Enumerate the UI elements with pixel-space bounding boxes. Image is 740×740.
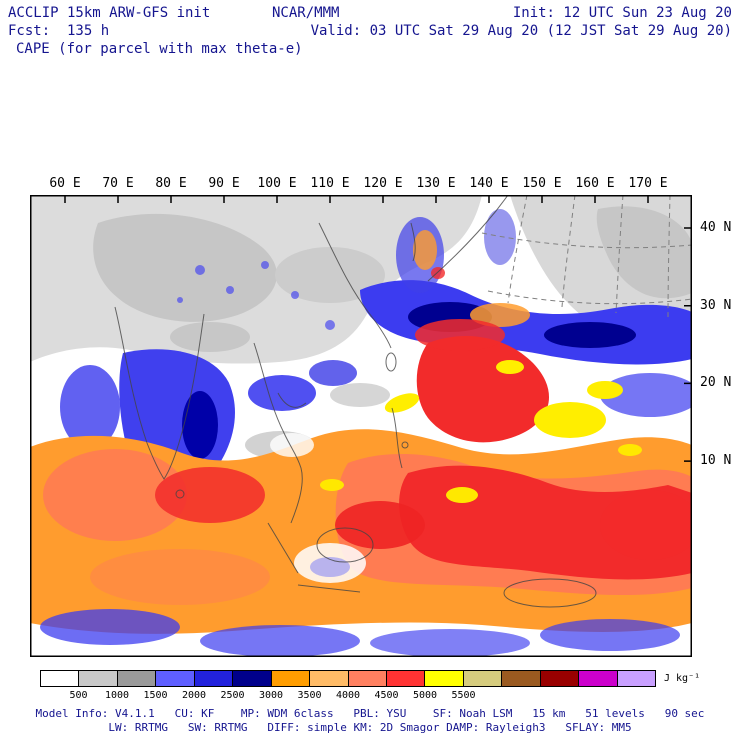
colorbar-tick-label: 1000: [104, 690, 130, 701]
field-title: CAPE (for parcel with max theta-e): [16, 41, 303, 57]
colorbar-segment: [386, 671, 426, 686]
model-title: ACCLIP 15km ARW-GFS init: [8, 5, 211, 21]
graticule-dashed-lines: [481, 194, 693, 322]
top-axis-label: 110 E: [310, 176, 350, 191]
colorbar-segment: [271, 671, 311, 686]
coastlines: [114, 194, 597, 608]
colorbar-segment: [194, 671, 234, 686]
colorbar-segment: [348, 671, 387, 686]
colorbar-unit-label: J kg⁻¹: [664, 673, 701, 684]
map-border: [30, 195, 692, 657]
model-info-line1: Model Info: V4.1.1 CU: KF MP: WDM 6class…: [35, 707, 705, 720]
right-axis-label: 30 N: [700, 297, 732, 313]
colorbar-segment: [579, 671, 618, 686]
blue-fringe-shading: [40, 557, 680, 657]
top-axis-label: 140 E: [469, 176, 509, 191]
init-time: Init: 12 UTC Sun 23 Aug 20: [512, 5, 732, 21]
colorbar-segment: [156, 671, 195, 686]
low-cape-gray-shading: [30, 195, 692, 459]
top-axis-label: 60 E: [49, 176, 81, 191]
high-cape-orange-red-shading: [30, 230, 700, 634]
colorbar-tick-label: 3000: [258, 690, 284, 701]
colorbar-segment: [425, 671, 464, 686]
model-info-line2: LW: RRTMG SW: RRTMG DIFF: simple KM: 2D …: [108, 721, 632, 734]
top-axis-label: 130 E: [416, 176, 456, 191]
cape-map-svg: [30, 194, 700, 657]
colorbar-tick-label: 2000: [181, 690, 207, 701]
colorbar-tick-label: 5500: [451, 690, 476, 701]
colorbar-segment: [310, 671, 349, 686]
right-axis-label: 20 N: [700, 375, 732, 391]
colorbar-segment: [79, 671, 118, 686]
valid-time: Valid: 03 UTC Sat 29 Aug 20 (12 JST Sat …: [310, 23, 732, 39]
top-axis-label: 150 E: [522, 176, 562, 191]
colorbar-tick-label: 500: [69, 690, 88, 701]
colorbar-segment: [617, 671, 655, 686]
top-axis-label: 90 E: [208, 176, 240, 191]
colorbar-tick-label: 4000: [335, 690, 361, 701]
colorbar-tick-label: 4500: [374, 690, 399, 701]
top-axis-label: 120 E: [363, 176, 403, 191]
colorbar-tick-label: 2500: [220, 690, 245, 701]
top-axis-label: 100 E: [257, 176, 297, 191]
right-axis-label: 40 N: [700, 220, 732, 235]
right-axis-label: 10 N: [700, 453, 732, 469]
map-frame: [30, 194, 700, 657]
colorbar: [40, 670, 656, 687]
top-axis-label: 160 E: [575, 176, 615, 191]
colorbar-segment: [117, 671, 157, 686]
colorbar-segment: [41, 671, 80, 686]
colorbar-segment: [540, 671, 580, 686]
model-info: Model Info: V4.1.1 CU: KF MP: WDM 6class…: [0, 707, 740, 735]
top-axis-label: 70 E: [102, 176, 134, 191]
forecast-hour: Fcst: 135 h: [8, 23, 110, 39]
top-axis-label: 170 E: [628, 176, 668, 191]
colorbar-segment: [502, 671, 541, 686]
center-name: NCAR/MMM: [272, 5, 340, 21]
axis-ticks: [64, 195, 692, 462]
colorbar-tick-label: 3500: [297, 690, 322, 701]
top-axis-label: 80 E: [155, 176, 187, 191]
colorbar-segment: [463, 671, 503, 686]
colorbar-tick-label: 1500: [143, 690, 168, 701]
colorbar-segment: [233, 671, 272, 686]
colorbar-tick-label: 5000: [412, 690, 438, 701]
